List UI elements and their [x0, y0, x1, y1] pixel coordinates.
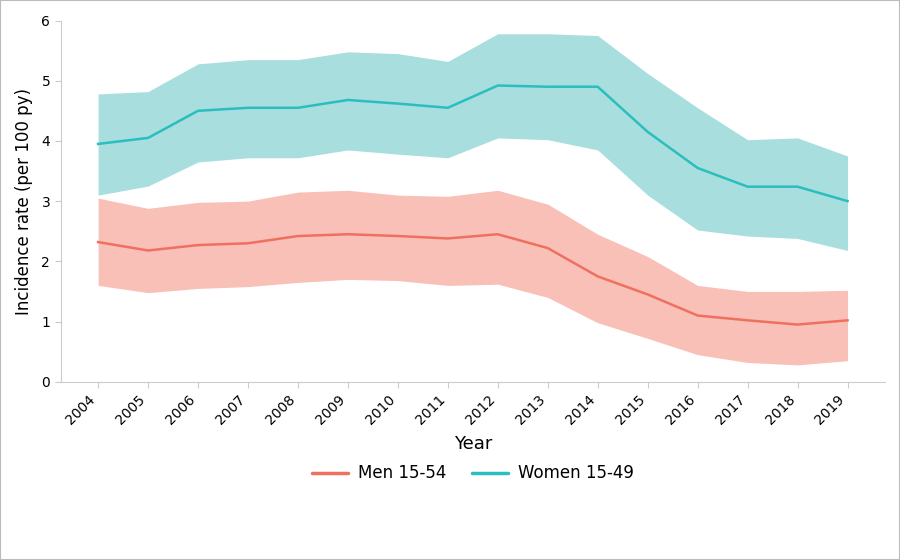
- Y-axis label: Incidence rate (per 100 py): Incidence rate (per 100 py): [15, 87, 33, 315]
- X-axis label: Year: Year: [454, 435, 492, 454]
- Legend: Men 15-54, Women 15-49: Men 15-54, Women 15-49: [305, 458, 641, 489]
